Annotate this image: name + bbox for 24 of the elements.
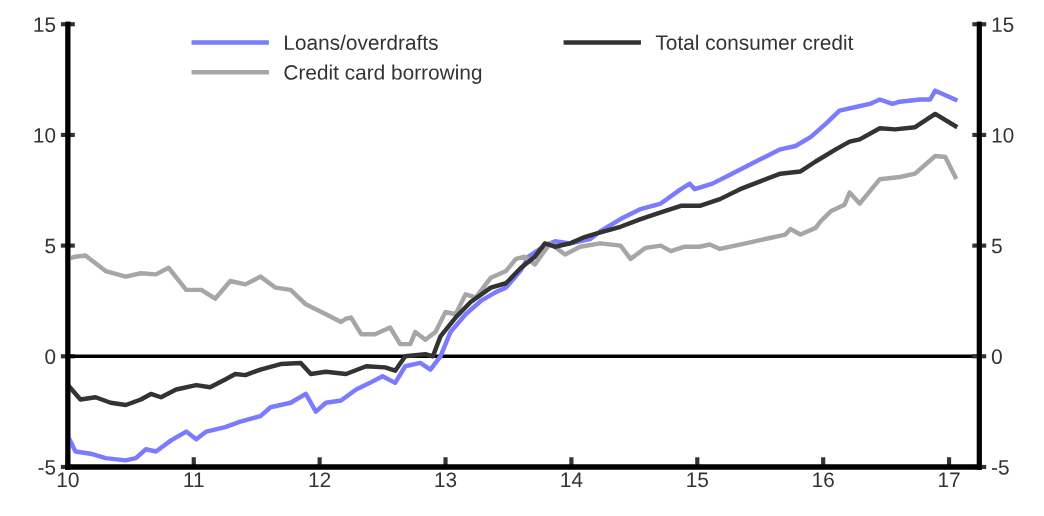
y-tick-label: -5 [38, 460, 56, 475]
legend-label: Loans/overdrafts [285, 34, 438, 50]
x-tick-label: 11 [184, 472, 204, 487]
line-series [67, 88, 958, 463]
x-tick-label: 16 [813, 472, 834, 488]
line-series [67, 153, 958, 347]
line-series [67, 111, 958, 408]
x-tick-label: 12 [309, 472, 331, 487]
y2-tick-label: 15 [992, 17, 1014, 33]
x-tick-label: 14 [561, 472, 583, 487]
y-tick-label: 5 [45, 238, 56, 254]
x-tick-label: 10 [57, 472, 79, 488]
x-tick-label: 13 [435, 472, 457, 488]
y-tick-label: 15 [34, 17, 56, 33]
legend-label: Total consumer credit [655, 34, 854, 50]
y2-tick-label: 10 [992, 127, 1014, 143]
y2-tick-label: -5 [992, 460, 1009, 475]
y-tick-label: 0 [45, 349, 56, 365]
x-tick-label: 15 [687, 472, 708, 488]
y2-tick-label: 5 [991, 238, 1002, 254]
y-tick-label: 10 [34, 127, 56, 143]
x-tick-label: 17 [939, 472, 960, 487]
legend-label: Credit card borrowing [284, 64, 482, 84]
y2-tick-label: 0 [991, 349, 1002, 365]
